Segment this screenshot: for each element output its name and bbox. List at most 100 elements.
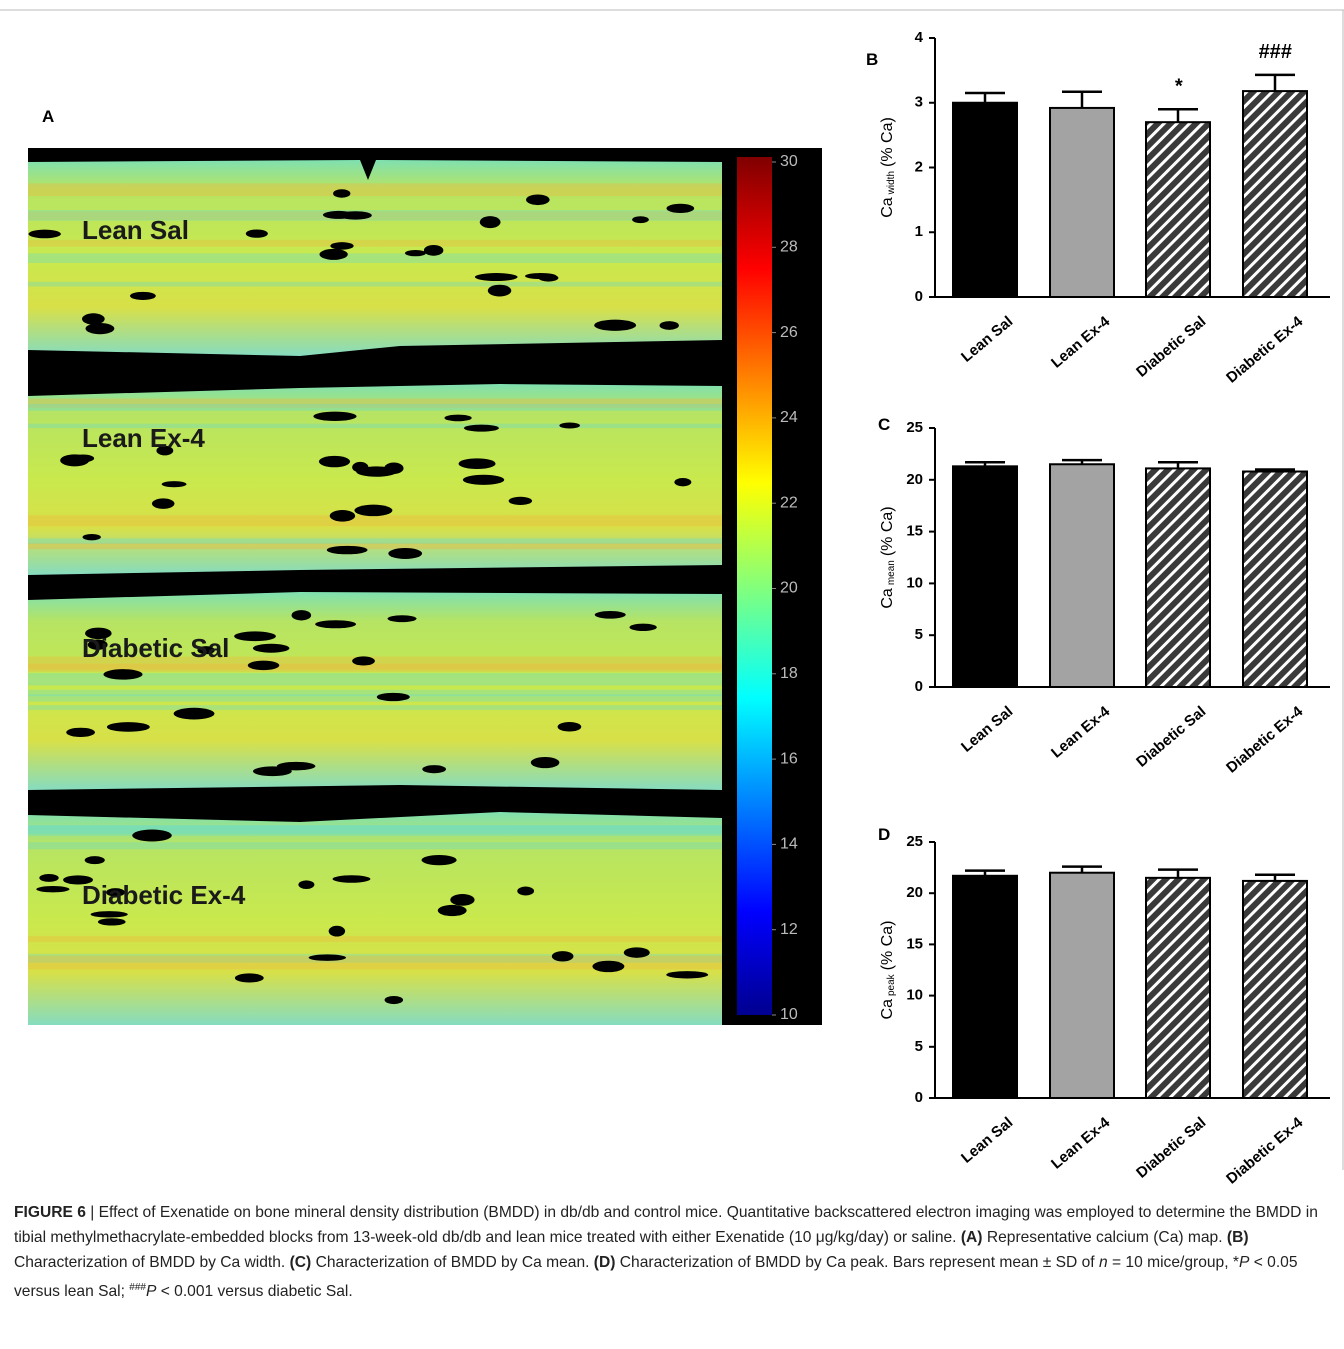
lacuna bbox=[388, 548, 423, 559]
y-tick-label: 0 bbox=[915, 1089, 923, 1106]
colorbar-tick-label: 18 bbox=[780, 665, 798, 682]
bar bbox=[1242, 470, 1308, 688]
y-tick-label: 10 bbox=[906, 574, 923, 591]
lacuna bbox=[36, 886, 70, 893]
texture-band bbox=[28, 398, 722, 408]
lacuna bbox=[352, 656, 375, 666]
lacuna bbox=[85, 322, 115, 335]
colorbar-tick-label: 16 bbox=[780, 750, 798, 767]
x-tick-label: Diabetic Sal bbox=[1133, 313, 1209, 381]
lacuna bbox=[291, 610, 312, 621]
lacuna bbox=[328, 925, 346, 937]
texture-band bbox=[28, 825, 722, 836]
y-tick-label: 25 bbox=[906, 419, 923, 436]
caption-text: (C) bbox=[289, 1254, 312, 1271]
y-tick-label: 2 bbox=[915, 158, 923, 175]
x-tick-label: Lean Ex-4 bbox=[1048, 313, 1114, 372]
lacuna bbox=[594, 319, 637, 331]
y-axis-label-part: (% Ca) bbox=[879, 921, 896, 971]
lacuna bbox=[462, 474, 505, 485]
lacuna bbox=[526, 194, 550, 206]
y-axis-label-part: Ca bbox=[879, 999, 896, 1020]
caption-text: (B) bbox=[1226, 1229, 1249, 1246]
y-tick-label: 0 bbox=[915, 288, 923, 305]
lacuna bbox=[517, 886, 535, 896]
x-tick-label: Diabetic Sal bbox=[1133, 703, 1209, 771]
caption-text: ### bbox=[129, 1282, 146, 1293]
lacuna bbox=[458, 458, 496, 470]
texture-band bbox=[28, 542, 722, 550]
bar bbox=[952, 874, 1018, 1099]
caption-text: (D) bbox=[593, 1254, 616, 1271]
x-tick-label: Diabetic Ex-4 bbox=[1223, 703, 1307, 777]
texture-band bbox=[28, 209, 722, 221]
texture-band bbox=[28, 423, 722, 429]
lacuna bbox=[333, 189, 351, 198]
caption-text: P bbox=[1238, 1254, 1250, 1271]
lacuna bbox=[319, 248, 348, 260]
x-tick-label: Lean Sal bbox=[958, 703, 1016, 756]
lacuna bbox=[318, 455, 351, 468]
lacuna bbox=[234, 973, 264, 983]
lacuna bbox=[479, 216, 501, 229]
y-axis-label-part: mean bbox=[886, 560, 897, 585]
texture-band bbox=[28, 955, 722, 970]
caption-text: | Effect of Exenatide on bone mineral de… bbox=[14, 1204, 1318, 1246]
x-tick-label: Lean Sal bbox=[958, 313, 1016, 366]
bone-strip bbox=[28, 160, 722, 356]
lacuna bbox=[247, 660, 280, 671]
x-tick-label: Lean Ex-4 bbox=[1048, 1114, 1114, 1173]
panel-label: A bbox=[42, 107, 54, 126]
lacuna bbox=[129, 291, 156, 300]
panel-label: C bbox=[878, 415, 890, 434]
texture-band bbox=[28, 538, 722, 544]
lacuna bbox=[329, 510, 356, 522]
lacuna bbox=[405, 249, 426, 257]
y-axis-label: Ca width (% Ca) bbox=[879, 117, 896, 218]
colorbar-tick-label: 12 bbox=[780, 921, 798, 938]
texture-band bbox=[28, 211, 722, 220]
lacuna bbox=[356, 466, 397, 477]
lacuna bbox=[151, 498, 175, 509]
lacuna bbox=[197, 646, 215, 655]
lacuna bbox=[338, 211, 372, 220]
caption-text: Representative calcium (Ca) map. bbox=[982, 1229, 1227, 1246]
lacuna bbox=[387, 615, 417, 623]
bar bbox=[1145, 121, 1211, 298]
significance-label: * bbox=[1174, 76, 1183, 98]
lacuna bbox=[487, 284, 512, 297]
lacuna bbox=[60, 454, 90, 467]
x-tick-label: Diabetic Ex-4 bbox=[1223, 1114, 1307, 1188]
lacuna bbox=[376, 692, 410, 702]
colorbar-tick-label: 10 bbox=[780, 1006, 798, 1023]
sample-label: Diabetic Sal bbox=[82, 633, 229, 663]
panel-label: D bbox=[878, 825, 890, 844]
lacuna bbox=[330, 242, 354, 250]
bar bbox=[952, 465, 1018, 688]
bar bbox=[1145, 876, 1211, 1100]
y-tick-label: 20 bbox=[906, 471, 923, 488]
bone-strip bbox=[28, 592, 722, 790]
bone-strip bbox=[28, 812, 722, 1025]
lacuna bbox=[234, 631, 276, 642]
bar bbox=[1242, 90, 1308, 298]
lacuna bbox=[39, 873, 59, 882]
texture-band bbox=[28, 281, 722, 287]
lacuna bbox=[557, 722, 582, 732]
sample-label: Diabetic Ex-4 bbox=[82, 880, 246, 910]
lacuna bbox=[313, 411, 357, 421]
y-tick-label: 20 bbox=[906, 884, 923, 901]
lacuna bbox=[63, 875, 93, 885]
y-tick-label: 5 bbox=[915, 1038, 923, 1055]
caption-text: (A) bbox=[960, 1229, 983, 1246]
lacuna bbox=[666, 971, 709, 979]
lacuna bbox=[524, 272, 557, 280]
y-axis-label-part: Ca bbox=[879, 588, 896, 609]
bar bbox=[1049, 463, 1115, 689]
lacuna bbox=[592, 960, 625, 973]
lacuna bbox=[298, 880, 315, 890]
caption-text: = 10 mice/group, * bbox=[1107, 1254, 1239, 1271]
y-axis-label: Ca mean (% Ca) bbox=[879, 506, 896, 608]
y-tick-label: 5 bbox=[915, 626, 923, 643]
colorbar-tick-label: 20 bbox=[780, 580, 798, 597]
